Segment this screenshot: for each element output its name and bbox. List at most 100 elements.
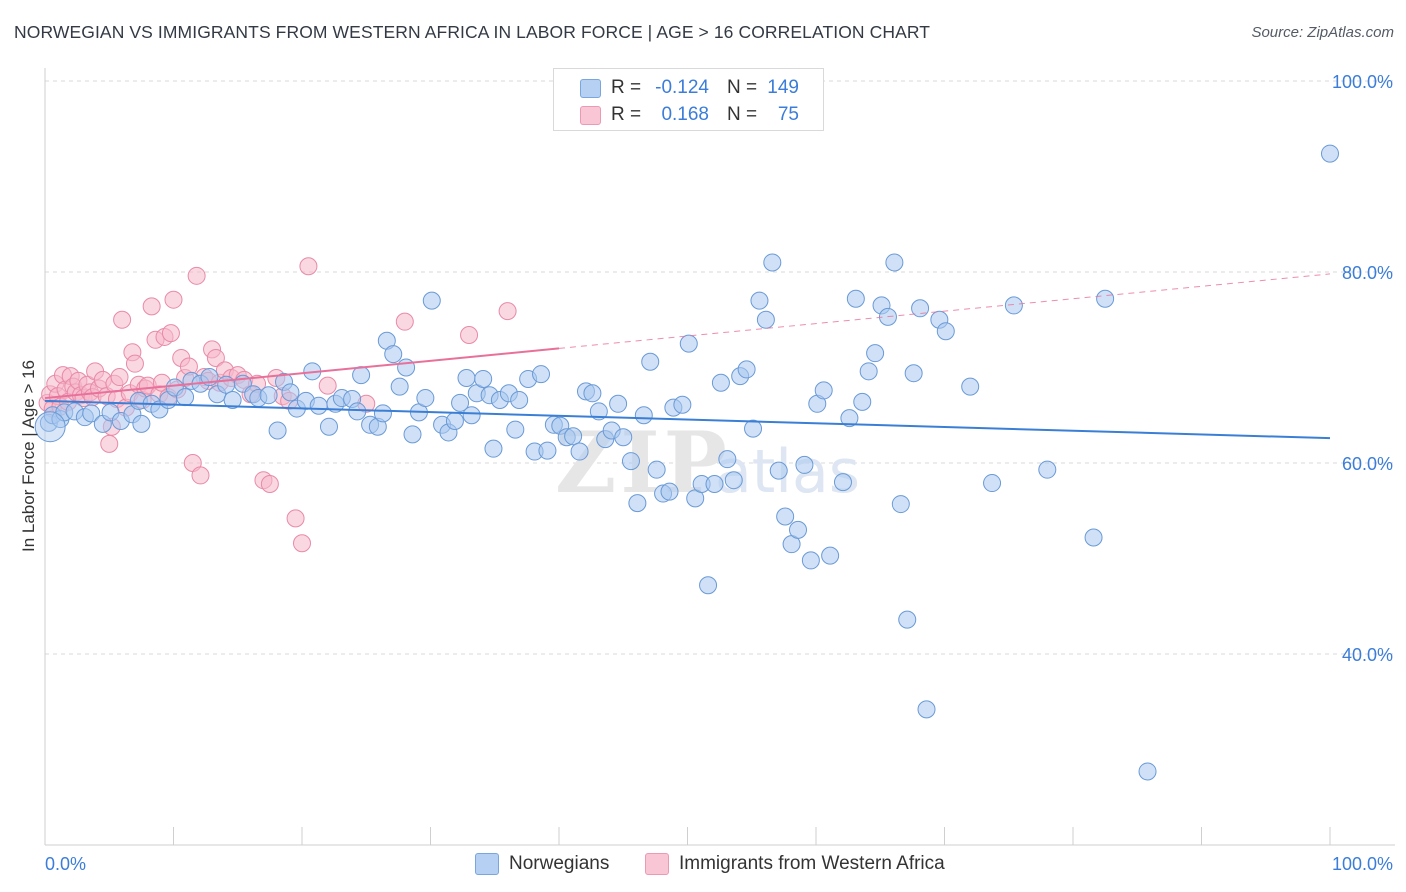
data-point-norwegians [82, 404, 101, 423]
data-point-immigrants [113, 310, 132, 329]
legend-n-value: 75 [777, 104, 799, 125]
data-point-norwegians [911, 299, 930, 318]
data-point-immigrants [110, 368, 129, 387]
tick-labels: 100.0% 80.0% 60.0% 40.0% 0.0% 100.0% [45, 72, 1393, 874]
data-point-norwegians [961, 377, 980, 396]
data-point-immigrants [293, 534, 311, 553]
data-point-immigrants [161, 324, 180, 343]
legend-n-label: N = [727, 77, 758, 98]
data-point-norwegians [621, 452, 640, 471]
data-point-immigrants [260, 475, 279, 494]
data-point-norwegians [474, 369, 493, 388]
trend-lines [44, 273, 1331, 440]
data-point-norwegians [403, 425, 422, 444]
data-point-norwegians [416, 389, 435, 408]
data-point-norwegians [352, 366, 371, 385]
data-point-norwegians [1084, 528, 1103, 547]
watermark: ZIP atlas [555, 413, 860, 512]
data-point-norwegians [570, 442, 589, 461]
data-point-immigrants [286, 509, 305, 528]
data-point-norwegians [1038, 460, 1057, 479]
data-point-norwegians [614, 428, 633, 447]
data-point-norwegians [397, 358, 416, 377]
data-point-norwegians [647, 460, 666, 479]
data-point-norwegians [795, 455, 814, 474]
data-point-norwegians [763, 253, 782, 272]
data-point-norwegians [1321, 144, 1339, 163]
data-point-immigrants [191, 466, 210, 485]
legend-swatch-norwegians [475, 853, 499, 875]
data-point-norwegians [583, 384, 602, 403]
correlation-legend: R = -0.124 N = 149 R = 0.168 N = 75 [553, 68, 824, 131]
data-point-norwegians [309, 396, 328, 415]
data-point-norwegians [840, 409, 859, 428]
data-point-immigrants [100, 434, 119, 453]
data-point-norwegians [589, 402, 608, 421]
data-point-norwegians [801, 551, 820, 570]
legend-n-value: 149 [767, 77, 799, 98]
x-tick-label-max: 100.0% [1332, 854, 1393, 874]
data-point-immigrants [318, 376, 337, 395]
data-point-norwegians [319, 417, 338, 436]
legend-r-label: R = [611, 77, 642, 98]
data-point-norwegians [885, 253, 904, 272]
data-point-norwegians [891, 495, 910, 514]
legend-swatch-blue [580, 79, 601, 98]
data-point-norwegians [484, 439, 503, 458]
data-point-norwegians [917, 700, 936, 719]
data-point-norwegians [176, 388, 195, 407]
data-point-norwegians [390, 377, 409, 396]
trend-line-immigrants [44, 347, 560, 400]
data-point-norwegians [866, 344, 885, 363]
data-point-norwegians [660, 482, 679, 501]
chart-title: NORWEGIAN VS IMMIGRANTS FROM WESTERN AFR… [14, 22, 931, 42]
legend-row-norwegians: R = -0.124 N = 149 [554, 74, 823, 100]
data-point-norwegians [711, 373, 730, 392]
legend-row-immigrants: R = 0.168 N = 75 [554, 101, 823, 127]
legend-label-immigrants: Immigrants from Western Africa [679, 853, 945, 874]
data-point-norwegians [853, 392, 872, 411]
series-norwegians-points [34, 144, 1339, 781]
data-point-immigrants [142, 297, 161, 316]
data-point-norwegians [898, 610, 917, 629]
data-point-norwegians [769, 461, 788, 480]
data-point-norwegians [462, 406, 481, 425]
data-point-norwegians [859, 362, 878, 381]
data-point-norwegians [510, 390, 529, 409]
data-point-norwegians [679, 334, 698, 353]
data-point-norwegians [936, 322, 955, 341]
data-point-norwegians [904, 364, 923, 383]
data-point-immigrants [125, 354, 144, 373]
data-point-norwegians [1138, 762, 1157, 781]
data-point-norwegians [1096, 289, 1115, 308]
data-point-norwegians [833, 473, 852, 492]
x-tick-label-min: 0.0% [45, 854, 86, 874]
data-point-norwegians [223, 390, 242, 409]
source-label: Source: ZipAtlas.com [1251, 24, 1394, 41]
data-point-norwegians [532, 365, 551, 384]
data-point-norwegians [750, 291, 769, 310]
y-tick-label: 40.0% [1342, 645, 1393, 665]
data-point-norwegians [744, 419, 763, 438]
y-tick-label: 80.0% [1342, 263, 1393, 283]
data-point-norwegians [705, 475, 724, 494]
data-point-norwegians [564, 427, 583, 446]
data-point-norwegians [983, 474, 1002, 493]
data-point-norwegians [384, 345, 403, 364]
legend-r-value: 0.168 [661, 104, 709, 125]
data-point-norwegians [1004, 296, 1023, 315]
data-point-norwegians [348, 402, 367, 421]
data-point-norwegians [789, 520, 808, 539]
data-point-norwegians [457, 369, 476, 388]
y-tick-label: 60.0% [1342, 454, 1393, 474]
axes [44, 68, 1395, 846]
legend-swatch-pink [580, 106, 601, 125]
legend-r-label: R = [611, 104, 642, 125]
data-point-norwegians [34, 411, 66, 443]
data-point-immigrants [187, 266, 206, 285]
data-point-norwegians [737, 360, 756, 379]
data-point-immigrants [395, 312, 414, 331]
trend-line-norwegians [44, 399, 1331, 440]
legend-n-label: N = [727, 104, 758, 125]
data-point-norwegians [451, 393, 470, 412]
